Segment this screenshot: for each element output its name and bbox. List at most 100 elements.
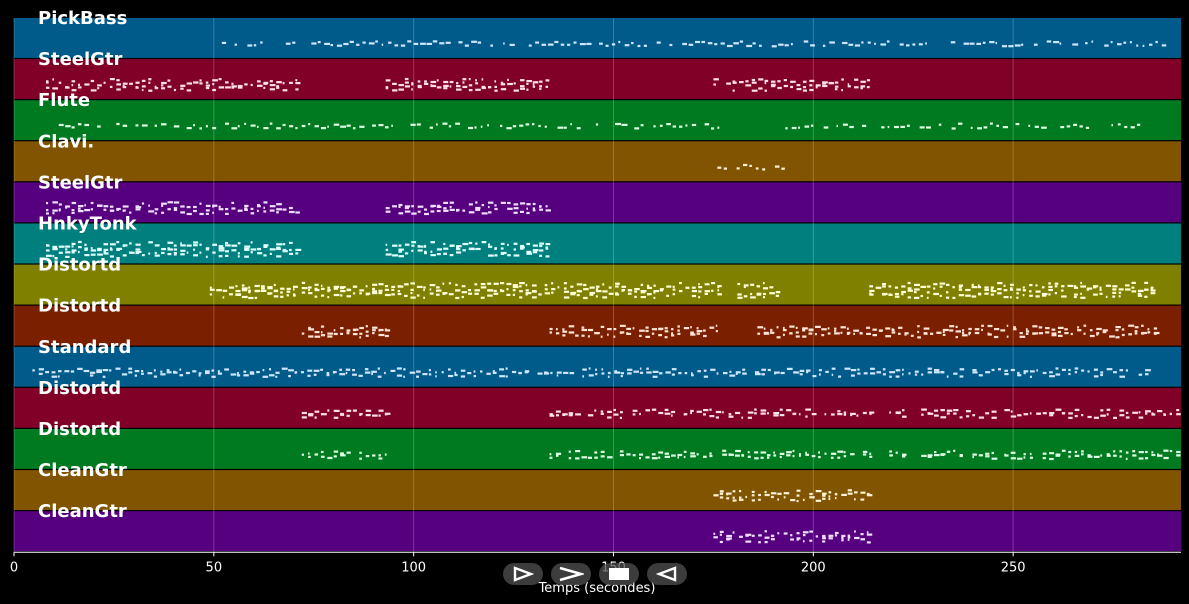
note-mark [429, 288, 432, 291]
note-mark [494, 207, 498, 211]
note-mark [790, 80, 796, 83]
note-mark [526, 211, 530, 215]
note-mark [544, 284, 548, 287]
note-mark [1080, 285, 1086, 288]
note-mark [695, 40, 701, 44]
note-mark [480, 283, 486, 286]
note-mark [179, 368, 182, 371]
note-mark [45, 254, 52, 257]
note-mark [288, 375, 291, 378]
note-mark [480, 370, 483, 373]
note-mark [500, 83, 506, 86]
note-mark [690, 331, 694, 334]
note-mark [135, 243, 141, 246]
note-mark [254, 289, 261, 292]
note-mark [671, 454, 676, 457]
note-mark [77, 367, 83, 370]
note-mark [866, 541, 871, 544]
note-mark [340, 332, 344, 335]
note-mark [461, 295, 464, 299]
note-mark [506, 282, 512, 286]
note-mark [774, 371, 780, 374]
note-mark [811, 413, 817, 416]
note-mark [955, 325, 958, 328]
note-mark [371, 372, 373, 376]
note-mark [282, 250, 288, 253]
note-mark [854, 78, 859, 81]
note-mark [410, 292, 413, 295]
rewind-button[interactable] [647, 563, 687, 585]
note-mark [250, 212, 255, 215]
note-mark [122, 86, 127, 89]
note-mark [65, 248, 68, 251]
note-mark [1051, 332, 1057, 335]
note-mark [179, 374, 184, 377]
note-mark [71, 249, 77, 252]
note-mark [806, 369, 811, 372]
note-mark [320, 450, 324, 454]
note-mark [1150, 292, 1156, 295]
note-mark [308, 335, 314, 338]
note-mark [870, 367, 875, 370]
note-mark [51, 375, 58, 378]
note-mark [843, 411, 847, 414]
note-mark [1033, 43, 1038, 46]
note-mark [263, 127, 269, 130]
note-mark [1142, 44, 1145, 47]
note-mark [512, 289, 516, 292]
note-mark [862, 453, 867, 456]
note-mark [448, 125, 452, 128]
note-mark [798, 454, 801, 457]
note-mark [854, 491, 858, 494]
note-mark [384, 126, 389, 129]
note-mark [77, 205, 84, 208]
note-mark [1153, 327, 1158, 330]
note-mark [121, 373, 128, 376]
note-mark [359, 125, 365, 128]
note-mark [750, 293, 753, 296]
note-mark [391, 124, 393, 127]
note-mark [372, 292, 378, 295]
stop-button[interactable] [599, 563, 639, 585]
note-mark [244, 204, 249, 207]
note-mark [480, 296, 485, 299]
note-mark [818, 451, 821, 454]
note-mark [809, 539, 813, 542]
note-mark [555, 454, 559, 457]
note-mark [372, 283, 378, 286]
note-mark [671, 334, 675, 337]
note-mark [777, 492, 782, 495]
note-mark [889, 375, 892, 378]
note-mark [1115, 326, 1121, 329]
note-mark [802, 86, 807, 89]
note-mark [237, 252, 240, 255]
note-mark [822, 534, 826, 538]
note-mark [790, 538, 794, 541]
note-mark [972, 414, 976, 417]
note-mark [872, 334, 877, 337]
note-mark [908, 372, 911, 375]
play-button[interactable] [503, 563, 543, 585]
x-tick-label: 200 [801, 560, 826, 575]
note-mark [545, 79, 550, 82]
note-mark [978, 416, 985, 419]
note-mark [205, 371, 210, 375]
note-mark [58, 245, 65, 248]
note-mark [449, 80, 454, 84]
note-mark [1169, 412, 1173, 415]
note-mark [796, 500, 799, 503]
fast-forward-button[interactable] [551, 563, 591, 585]
note-mark [116, 247, 123, 250]
note-mark [783, 492, 790, 495]
note-mark [135, 248, 141, 251]
note-mark [796, 532, 800, 535]
note-mark [1121, 333, 1125, 337]
note-mark [1093, 455, 1100, 458]
note-mark [809, 84, 813, 87]
note-mark [1067, 284, 1074, 287]
note-mark [256, 80, 261, 83]
note-mark [263, 201, 268, 204]
note-mark [752, 42, 756, 45]
note-mark [372, 454, 376, 457]
note-mark [990, 290, 997, 293]
